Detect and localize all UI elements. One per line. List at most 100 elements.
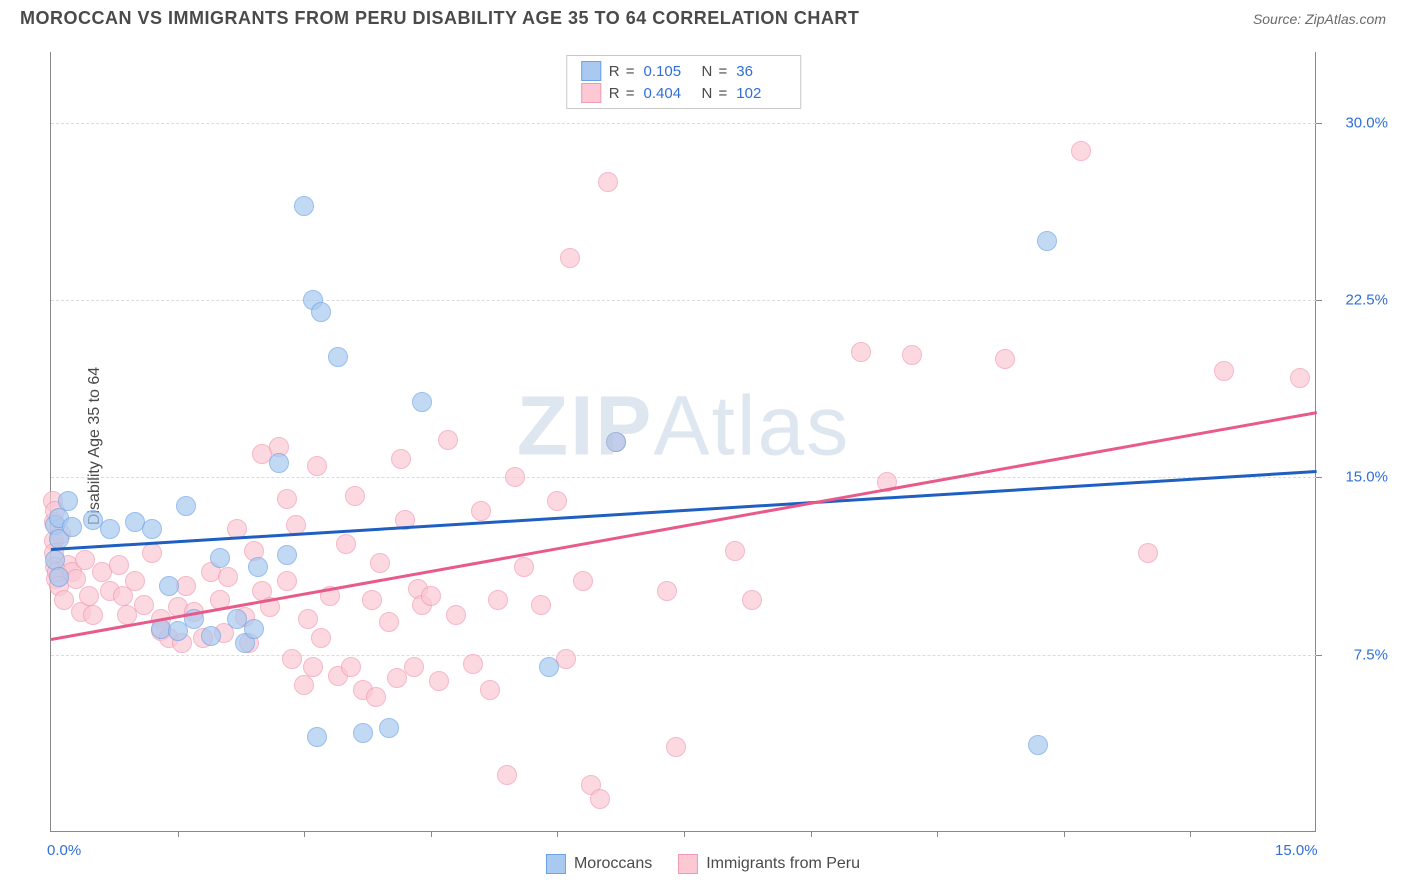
scatter-point-peru: [142, 543, 162, 563]
legend-item-peru: Immigrants from Peru: [678, 854, 860, 874]
scatter-point-peru: [742, 590, 762, 610]
swatch-peru-b: [678, 854, 698, 874]
scatter-point-peru: [725, 541, 745, 561]
scatter-point-moroccans: [176, 496, 196, 516]
r-value-1: 0.404: [644, 85, 694, 102]
xtick-mark: [304, 831, 305, 837]
scatter-point-peru: [590, 789, 610, 809]
scatter-point-peru: [488, 590, 508, 610]
scatter-point-peru: [282, 649, 302, 669]
scatter-point-peru: [83, 605, 103, 625]
gridline-h: [51, 123, 1316, 124]
scatter-point-moroccans: [353, 723, 373, 743]
legend-label-moroccans: Moroccans: [574, 855, 652, 873]
scatter-point-peru: [362, 590, 382, 610]
chart-title: MOROCCAN VS IMMIGRANTS FROM PERU DISABIL…: [20, 8, 859, 29]
scatter-point-peru: [560, 248, 580, 268]
swatch-moroccans-b: [546, 854, 566, 874]
swatch-peru: [581, 83, 601, 103]
scatter-point-peru: [341, 657, 361, 677]
scatter-chart: ZIPAtlas R = 0.105 N = 36 R = 0.404 N = …: [50, 52, 1316, 832]
legend-item-moroccans: Moroccans: [546, 854, 652, 874]
n-label-0: N =: [702, 63, 729, 80]
xtick-mark: [811, 831, 812, 837]
scatter-point-peru: [294, 675, 314, 695]
scatter-point-peru: [391, 449, 411, 469]
scatter-point-peru: [851, 342, 871, 362]
scatter-point-peru: [345, 486, 365, 506]
scatter-point-moroccans: [62, 517, 82, 537]
scatter-point-moroccans: [58, 491, 78, 511]
scatter-point-peru: [666, 737, 686, 757]
scatter-point-peru: [387, 668, 407, 688]
scatter-point-peru: [902, 345, 922, 365]
scatter-point-moroccans: [269, 453, 289, 473]
xtick-mark: [178, 831, 179, 837]
scatter-point-peru: [573, 571, 593, 591]
scatter-point-peru: [1290, 368, 1310, 388]
scatter-point-peru: [125, 571, 145, 591]
scatter-point-moroccans: [1037, 231, 1057, 251]
scatter-point-peru: [471, 501, 491, 521]
xtick-mark: [431, 831, 432, 837]
n-label-1: N =: [702, 85, 729, 102]
scatter-point-peru: [134, 595, 154, 615]
r-value-0: 0.105: [644, 63, 694, 80]
scatter-point-moroccans: [606, 432, 626, 452]
scatter-point-peru: [657, 581, 677, 601]
xtick-mark: [937, 831, 938, 837]
scatter-point-moroccans: [201, 626, 221, 646]
scatter-point-peru: [463, 654, 483, 674]
ytick-label: 7.5%: [1328, 646, 1388, 663]
scatter-point-peru: [514, 557, 534, 577]
scatter-point-peru: [480, 680, 500, 700]
scatter-point-peru: [307, 456, 327, 476]
scatter-point-peru: [303, 657, 323, 677]
scatter-point-moroccans: [210, 548, 230, 568]
scatter-point-peru: [277, 489, 297, 509]
ytick-mark: [1316, 123, 1322, 124]
gridline-h: [51, 655, 1316, 656]
scatter-point-moroccans: [244, 619, 264, 639]
scatter-point-moroccans: [100, 519, 120, 539]
watermark-atlas: Atlas: [653, 378, 850, 472]
scatter-point-moroccans: [294, 196, 314, 216]
swatch-moroccans: [581, 61, 601, 81]
scatter-point-moroccans: [277, 545, 297, 565]
scatter-point-peru: [379, 612, 399, 632]
scatter-point-peru: [995, 349, 1015, 369]
n-value-0: 36: [736, 63, 786, 80]
scatter-point-peru: [218, 567, 238, 587]
scatter-point-peru: [497, 765, 517, 785]
scatter-point-peru: [79, 586, 99, 606]
xtick-mark: [557, 831, 558, 837]
gridline-h: [51, 300, 1316, 301]
legend-correlation: R = 0.105 N = 36 R = 0.404 N = 102: [566, 55, 802, 109]
xtick-mark: [684, 831, 685, 837]
watermark: ZIPAtlas: [517, 377, 850, 474]
legend-label-peru: Immigrants from Peru: [706, 855, 860, 873]
n-value-1: 102: [736, 85, 786, 102]
xtick-mark: [1064, 831, 1065, 837]
xtick-label: 0.0%: [47, 842, 81, 859]
scatter-point-peru: [404, 657, 424, 677]
scatter-point-moroccans: [1028, 735, 1048, 755]
chart-border-right: [1315, 52, 1316, 831]
ytick-mark: [1316, 655, 1322, 656]
scatter-point-peru: [1071, 141, 1091, 161]
scatter-point-moroccans: [142, 519, 162, 539]
scatter-point-peru: [598, 172, 618, 192]
legend-series: Moroccans Immigrants from Peru: [546, 854, 860, 874]
scatter-point-moroccans: [49, 567, 69, 587]
scatter-point-moroccans: [248, 557, 268, 577]
scatter-point-peru: [429, 671, 449, 691]
scatter-point-peru: [370, 553, 390, 573]
legend-row-moroccans: R = 0.105 N = 36: [581, 60, 787, 82]
scatter-point-moroccans: [159, 576, 179, 596]
scatter-point-peru: [109, 555, 129, 575]
r-label-0: R =: [609, 63, 636, 80]
scatter-point-peru: [298, 609, 318, 629]
scatter-point-peru: [531, 595, 551, 615]
scatter-point-peru: [1138, 543, 1158, 563]
watermark-zip: ZIP: [517, 378, 654, 472]
